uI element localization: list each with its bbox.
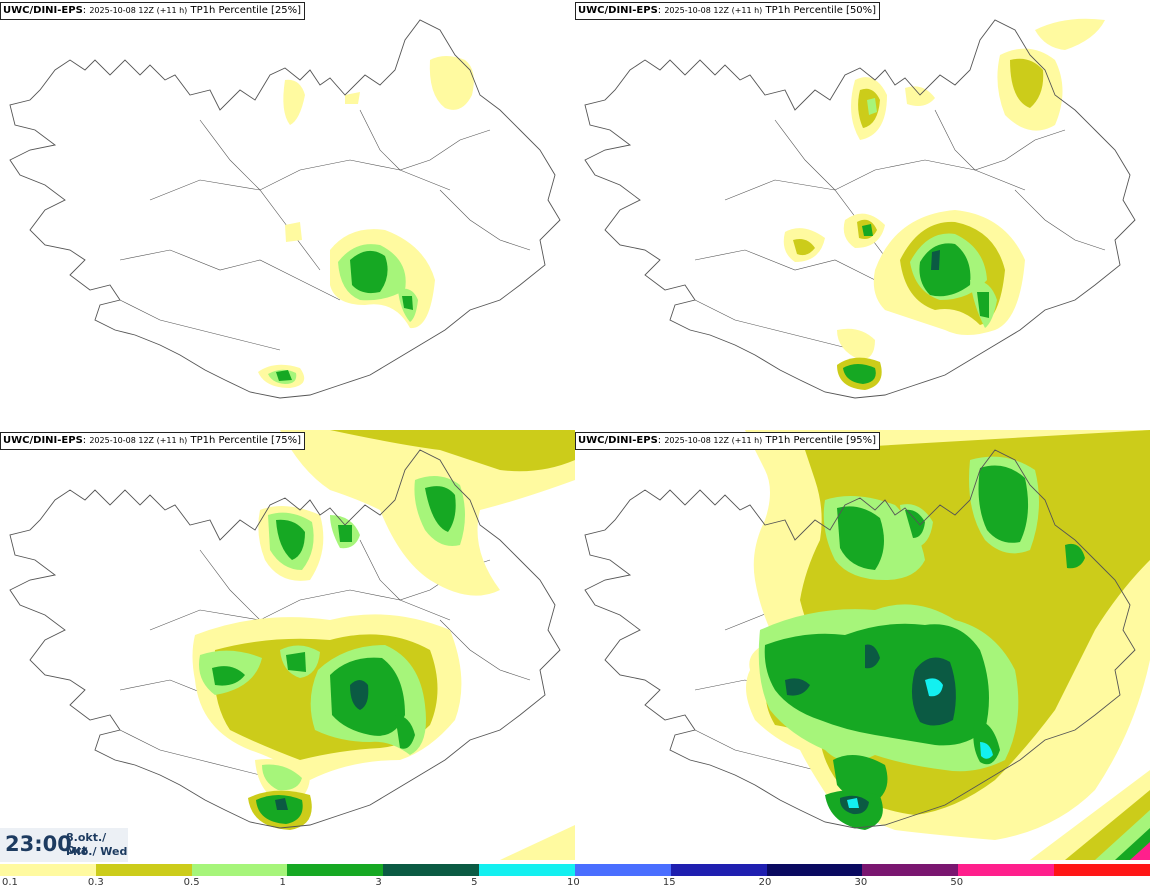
- legend-tick: 1: [279, 877, 286, 888]
- legend-tick: 20: [758, 877, 772, 888]
- legend-swatch: [862, 864, 959, 876]
- legend-swatch: [574, 864, 671, 876]
- legend-swatch: [670, 864, 767, 876]
- legend-swatch: [1054, 864, 1150, 876]
- color-scale-legend: [0, 864, 1150, 876]
- panel-title: UWC/DINI-EPS: 2025-10-08 12Z (+11 h) TP1…: [575, 2, 881, 20]
- legend-tick: 10: [567, 877, 580, 888]
- legend-swatch: [383, 864, 480, 876]
- map-panel-p75: UWC/DINI-EPS: 2025-10-08 12Z (+11 h) TP1…: [0, 430, 575, 860]
- precip-field-p50: [783, 18, 1105, 390]
- map-panel-p50: UWC/DINI-EPS: 2025-10-08 12Z (+11 h) TP1…: [575, 0, 1150, 430]
- map-panel-p25: UWC/DINI-EPS: 2025-10-08 12Z (+11 h) TP1…: [0, 0, 575, 430]
- legend-swatch: [766, 864, 863, 876]
- precip-map-p25: [9, 19, 561, 399]
- legend-tick: 15: [662, 877, 676, 888]
- valid-date: 8.okt./ Oct: [66, 831, 107, 857]
- map-panel-p95: UWC/DINI-EPS: 2025-10-08 12Z (+11 h) TP1…: [575, 430, 1150, 860]
- legend-tick: 0.5: [183, 877, 200, 888]
- panel-title: UWC/DINI-EPS: 2025-10-08 12Z (+11 h) TP1…: [0, 2, 306, 20]
- precip-field-p75: [192, 430, 575, 860]
- legend-tick: 0.3: [87, 877, 104, 888]
- legend-swatch: [958, 864, 1055, 876]
- legend-swatch: [479, 864, 575, 876]
- valid-weekday: Mið./ Wed: [66, 845, 128, 858]
- panel-title: UWC/DINI-EPS: 2025-10-08 12Z (+11 h) TP1…: [575, 432, 881, 450]
- valid-time-box: 23:00 8.okt./ Oct Mið./ Wed: [0, 828, 128, 862]
- legend-tick: 50: [950, 877, 964, 888]
- legend-tick: 30: [854, 877, 868, 888]
- precip-map-p75: [9, 430, 575, 860]
- precip-field-p25: [258, 56, 474, 388]
- legend-tick: 0.1: [2, 877, 18, 888]
- precip-map-p50: [584, 18, 1136, 399]
- legend-swatch: [191, 864, 288, 876]
- legend-tick: 3: [375, 877, 382, 888]
- legend-tick: 5: [471, 877, 478, 888]
- color-scale-ticks: 0.1 0.3 0.5 1 3 5 10 15 20 30 50: [0, 877, 1150, 889]
- valid-time: 23:00: [5, 832, 72, 856]
- legend-swatch: [0, 864, 96, 876]
- precip-field-p95: [745, 430, 1150, 860]
- precip-map-p95: [584, 430, 1150, 860]
- panel-title: UWC/DINI-EPS: 2025-10-08 12Z (+11 h) TP1…: [0, 432, 306, 450]
- legend-swatch: [95, 864, 192, 876]
- legend-swatch: [287, 864, 384, 876]
